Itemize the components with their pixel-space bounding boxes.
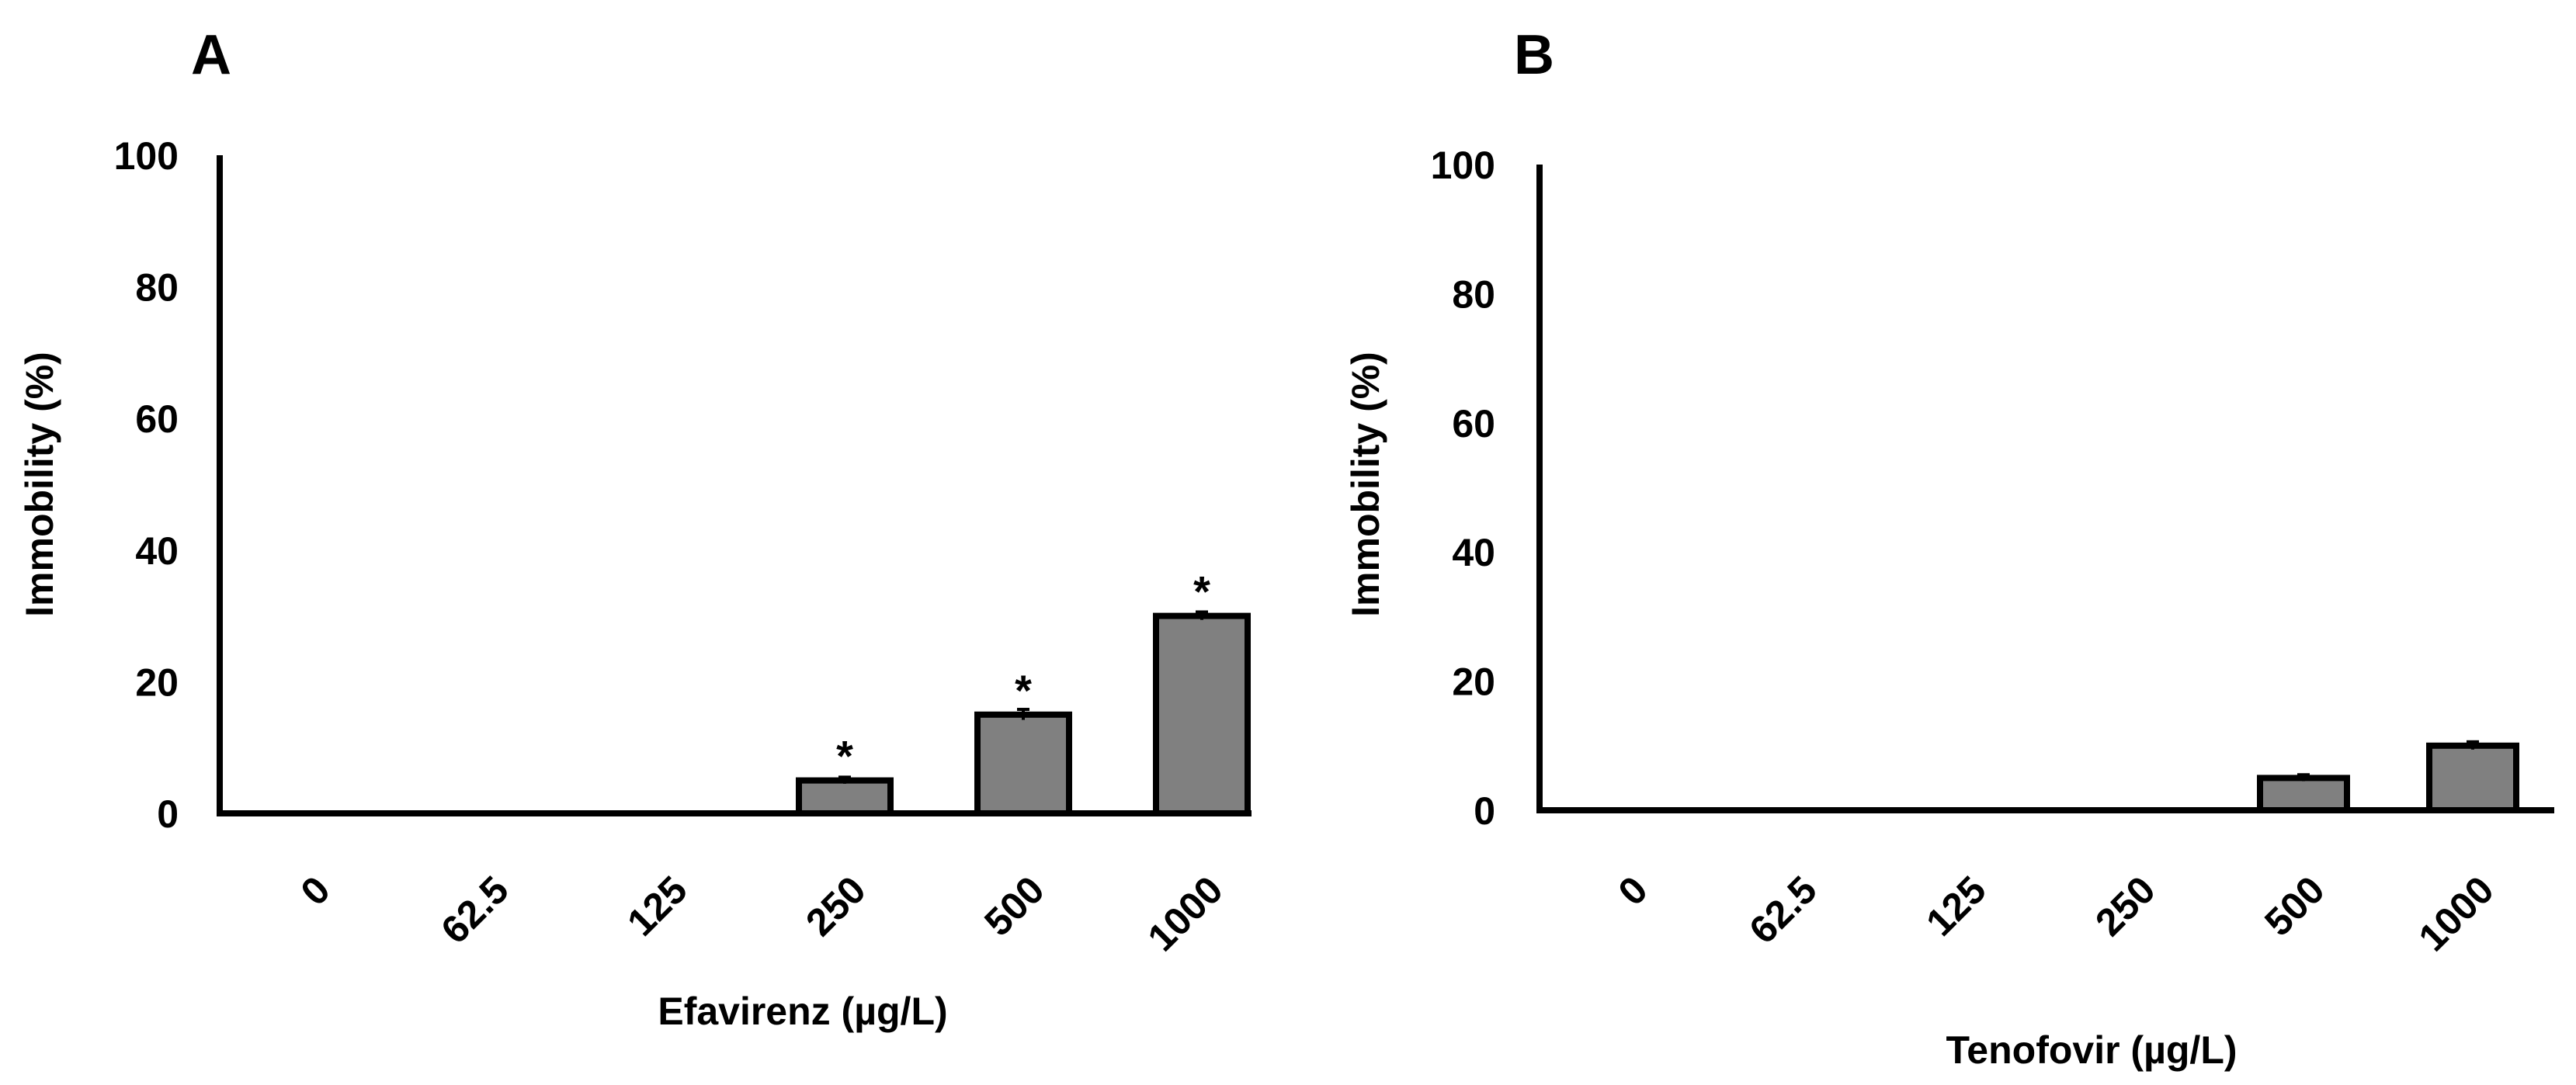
panel-label: A [191, 24, 231, 86]
y-axis-title: Immobility (%) [1344, 352, 1387, 617]
y-tick-label: 60 [1452, 402, 1495, 445]
significance-marker: * [1015, 666, 1032, 715]
x-tick-label: 62.5 [432, 868, 516, 952]
bar [974, 711, 1072, 816]
y-axis-title: Immobility (%) [18, 352, 61, 617]
bar [2426, 742, 2519, 813]
y-tick-label: 20 [1452, 660, 1495, 704]
y-tick-label: 100 [114, 134, 179, 178]
x-tick-label: 500 [976, 868, 1053, 945]
bar [1153, 612, 1251, 816]
bar [796, 777, 894, 816]
y-tick-label: 80 [135, 266, 179, 310]
x-tick-label: 250 [2087, 868, 2164, 945]
panel-label: B [1514, 24, 1554, 86]
x-tick-label: 0 [1610, 868, 1656, 913]
y-tick-label: 100 [1431, 144, 1495, 187]
significance-marker: * [836, 732, 853, 781]
x-tick-label: 125 [1918, 868, 1994, 945]
x-axis-title: Tenofovir (µg/L) [1946, 1028, 2237, 1072]
x-tick-label: 250 [797, 868, 874, 945]
x-axis-title: Efavirenz (µg/L) [658, 990, 947, 1033]
x-tick-label: 1000 [1140, 868, 1231, 959]
x-tick-label: 1000 [2411, 868, 2502, 959]
y-tick-label: 20 [135, 660, 179, 704]
y-tick-label: 80 [1452, 272, 1495, 316]
y-tick-label: 40 [1452, 531, 1495, 574]
y-tick-label: 0 [1474, 789, 1495, 833]
y-tick-label: 60 [135, 397, 179, 441]
x-tick-label: 500 [2256, 868, 2333, 945]
bar [2257, 775, 2350, 814]
y-tick-label: 0 [157, 792, 179, 836]
x-tick-label: 125 [619, 868, 696, 945]
x-tick-label: 0 [293, 868, 338, 913]
significance-marker: * [1193, 567, 1210, 616]
y-tick-label: 40 [135, 529, 179, 573]
x-tick-label: 62.5 [1741, 868, 1824, 952]
